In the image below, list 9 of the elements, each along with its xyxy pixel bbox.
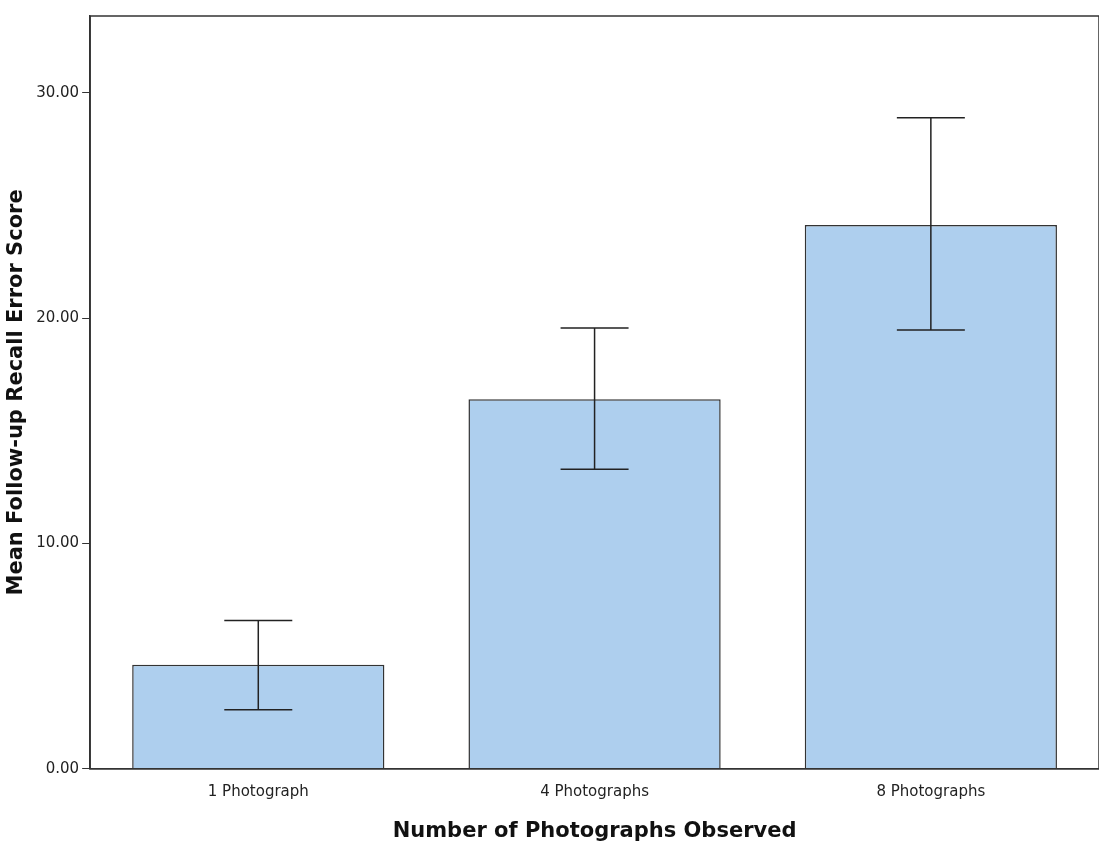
y-axis-title: Mean Follow-up Recall Error Score: [3, 189, 28, 596]
y-tick-label: 10.00: [36, 533, 80, 552]
x-tick-label: 1 Photograph: [207, 781, 309, 800]
y-tick-label: 30.00: [36, 82, 80, 101]
x-tick-label: 8 Photographs: [876, 781, 986, 800]
x-axis-title: Number of Photographs Observed: [392, 817, 797, 842]
x-tick-label: 4 Photographs: [540, 781, 650, 800]
y-tick-label: 20.00: [36, 307, 80, 326]
y-tick-label: 0.00: [45, 758, 80, 777]
